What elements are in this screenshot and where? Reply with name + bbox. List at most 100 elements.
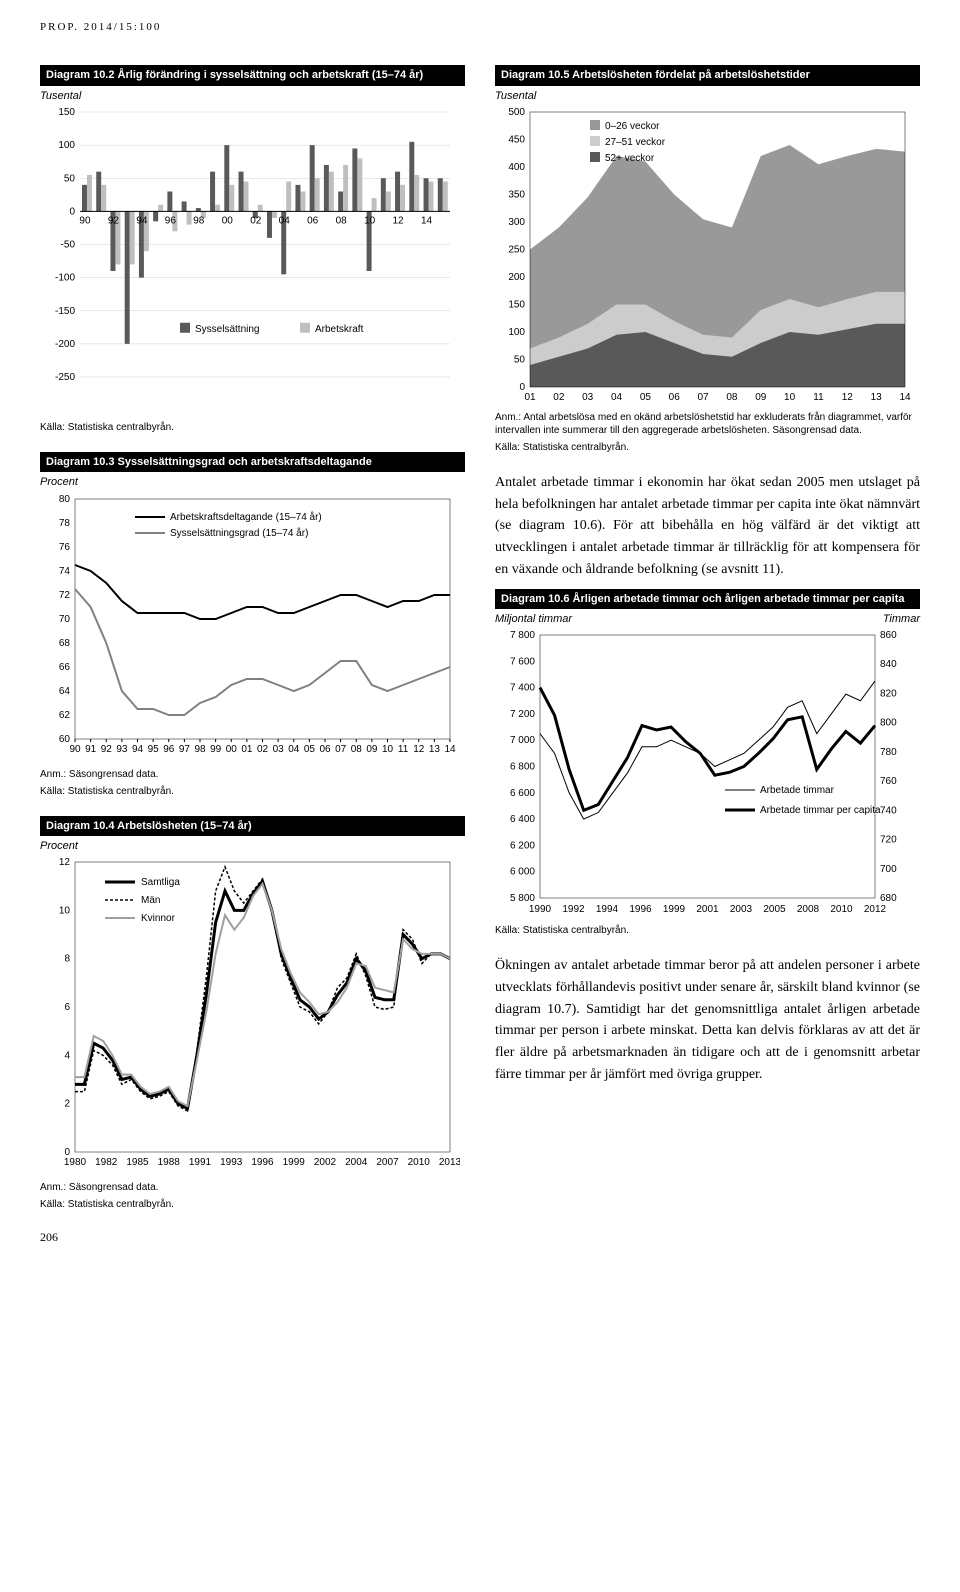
svg-text:27–51 veckor: 27–51 veckor xyxy=(605,137,666,148)
svg-text:1990: 1990 xyxy=(529,904,552,915)
svg-text:Sysselsättningsgrad (15–74 år): Sysselsättningsgrad (15–74 år) xyxy=(170,527,308,539)
svg-text:68: 68 xyxy=(59,638,71,649)
svg-text:2004: 2004 xyxy=(345,1157,368,1168)
svg-text:99: 99 xyxy=(210,744,222,755)
chart-subtitle: Tusental xyxy=(40,89,465,104)
svg-text:2002: 2002 xyxy=(314,1157,337,1168)
right-column: Diagram 10.5 Arbetslösheten fördelat på … xyxy=(495,65,920,1246)
svg-text:12: 12 xyxy=(413,744,425,755)
svg-text:0: 0 xyxy=(69,206,75,217)
svg-text:10: 10 xyxy=(59,906,71,917)
svg-text:62: 62 xyxy=(59,710,71,721)
svg-text:780: 780 xyxy=(880,747,897,758)
chart-note: Anm.: Säsongrensad data. xyxy=(40,768,465,781)
svg-text:02: 02 xyxy=(250,215,262,226)
svg-text:13: 13 xyxy=(871,392,883,403)
left-column: Diagram 10.2 Årlig förändring i sysselsä… xyxy=(40,65,465,1246)
svg-text:860: 860 xyxy=(880,630,897,641)
body-paragraph-2: Ökningen av antalet arbetade timmar bero… xyxy=(495,955,920,1085)
chart-source: Källa: Statistiska centralbyrån. xyxy=(40,1198,465,1211)
svg-text:6 800: 6 800 xyxy=(510,762,535,773)
svg-text:14: 14 xyxy=(421,215,433,226)
svg-text:08: 08 xyxy=(351,744,363,755)
svg-text:7 200: 7 200 xyxy=(510,709,535,720)
svg-text:04: 04 xyxy=(279,215,291,226)
svg-text:2008: 2008 xyxy=(797,904,820,915)
svg-text:10: 10 xyxy=(382,744,394,755)
svg-text:10: 10 xyxy=(364,215,376,226)
svg-text:01: 01 xyxy=(241,744,253,755)
svg-text:2010: 2010 xyxy=(830,904,853,915)
svg-text:760: 760 xyxy=(880,776,897,787)
svg-text:96: 96 xyxy=(165,215,177,226)
svg-text:Sysselsättning: Sysselsättning xyxy=(195,324,259,335)
svg-text:350: 350 xyxy=(508,190,525,201)
svg-text:2010: 2010 xyxy=(408,1157,431,1168)
chart-title: Diagram 10.3 Sysselsättningsgrad och arb… xyxy=(40,452,465,472)
svg-text:1992: 1992 xyxy=(562,904,585,915)
svg-text:02: 02 xyxy=(257,744,269,755)
svg-text:64: 64 xyxy=(59,686,71,697)
svg-text:-200: -200 xyxy=(55,339,75,350)
chart-subtitle: Tusental xyxy=(495,89,920,104)
page-header: PROP. 2014/15:100 xyxy=(40,20,920,35)
svg-text:08: 08 xyxy=(336,215,348,226)
svg-text:150: 150 xyxy=(508,300,525,311)
chart-svg: 0246810121980198219851988199119931996199… xyxy=(40,857,460,1177)
body-paragraph-1: Antalet arbetade timmar i ekonomin har ö… xyxy=(495,472,920,580)
svg-text:1982: 1982 xyxy=(95,1157,118,1168)
svg-text:14: 14 xyxy=(444,744,456,755)
svg-text:14: 14 xyxy=(899,392,911,403)
chart-source: Källa: Statistiska centralbyrån. xyxy=(495,441,920,454)
svg-text:7 000: 7 000 xyxy=(510,735,535,746)
svg-text:07: 07 xyxy=(698,392,710,403)
svg-text:2001: 2001 xyxy=(696,904,719,915)
svg-text:08: 08 xyxy=(726,392,738,403)
svg-text:11: 11 xyxy=(398,744,409,755)
svg-text:Arbetskraft: Arbetskraft xyxy=(315,324,364,335)
svg-text:400: 400 xyxy=(508,162,525,173)
svg-text:1999: 1999 xyxy=(663,904,686,915)
svg-text:02: 02 xyxy=(553,392,565,403)
svg-text:1991: 1991 xyxy=(189,1157,212,1168)
svg-text:01: 01 xyxy=(524,392,536,403)
svg-text:2012: 2012 xyxy=(864,904,887,915)
svg-text:12: 12 xyxy=(392,215,404,226)
chart-source: Källa: Statistiska centralbyrån. xyxy=(40,785,465,798)
svg-text:6 200: 6 200 xyxy=(510,841,535,852)
svg-text:820: 820 xyxy=(880,689,897,700)
svg-text:1993: 1993 xyxy=(220,1157,243,1168)
svg-text:250: 250 xyxy=(508,245,525,256)
svg-text:06: 06 xyxy=(669,392,681,403)
svg-text:72: 72 xyxy=(59,590,71,601)
chart-source: Källa: Statistiska centralbyrån. xyxy=(40,421,465,434)
svg-text:1985: 1985 xyxy=(126,1157,149,1168)
svg-text:800: 800 xyxy=(880,718,897,729)
svg-text:740: 740 xyxy=(880,806,897,817)
svg-text:100: 100 xyxy=(58,140,75,151)
svg-text:-50: -50 xyxy=(61,240,76,251)
page-number: 206 xyxy=(40,1229,465,1246)
svg-text:1994: 1994 xyxy=(596,904,619,915)
svg-text:Arbetskraftsdeltagande (15–74: Arbetskraftsdeltagande (15–74 år) xyxy=(170,511,322,523)
svg-text:1988: 1988 xyxy=(158,1157,181,1168)
svg-text:7 600: 7 600 xyxy=(510,657,535,668)
chart-title: Diagram 10.2 Årlig förändring i sysselsä… xyxy=(40,65,465,85)
svg-text:06: 06 xyxy=(307,215,319,226)
svg-text:90: 90 xyxy=(79,215,91,226)
svg-text:840: 840 xyxy=(880,659,897,670)
diagram-10-6: Diagram 10.6 Årligen arbetade timmar och… xyxy=(495,589,920,938)
diagram-10-4: Diagram 10.4 Arbetslösheten (15–74 år) P… xyxy=(40,816,465,1212)
chart-subtitle: Procent xyxy=(40,839,465,854)
svg-text:8: 8 xyxy=(64,954,70,965)
svg-text:450: 450 xyxy=(508,135,525,146)
svg-text:98: 98 xyxy=(194,744,206,755)
svg-text:90: 90 xyxy=(69,744,81,755)
diagram-10-2: Diagram 10.2 Årlig förändring i sysselsä… xyxy=(40,65,465,434)
svg-text:0–26 veckor: 0–26 veckor xyxy=(605,121,660,132)
svg-text:1996: 1996 xyxy=(629,904,652,915)
chart-subtitle-right: Timmar xyxy=(883,612,920,627)
svg-text:76: 76 xyxy=(59,542,71,553)
svg-text:03: 03 xyxy=(273,744,285,755)
svg-text:500: 500 xyxy=(508,107,525,118)
